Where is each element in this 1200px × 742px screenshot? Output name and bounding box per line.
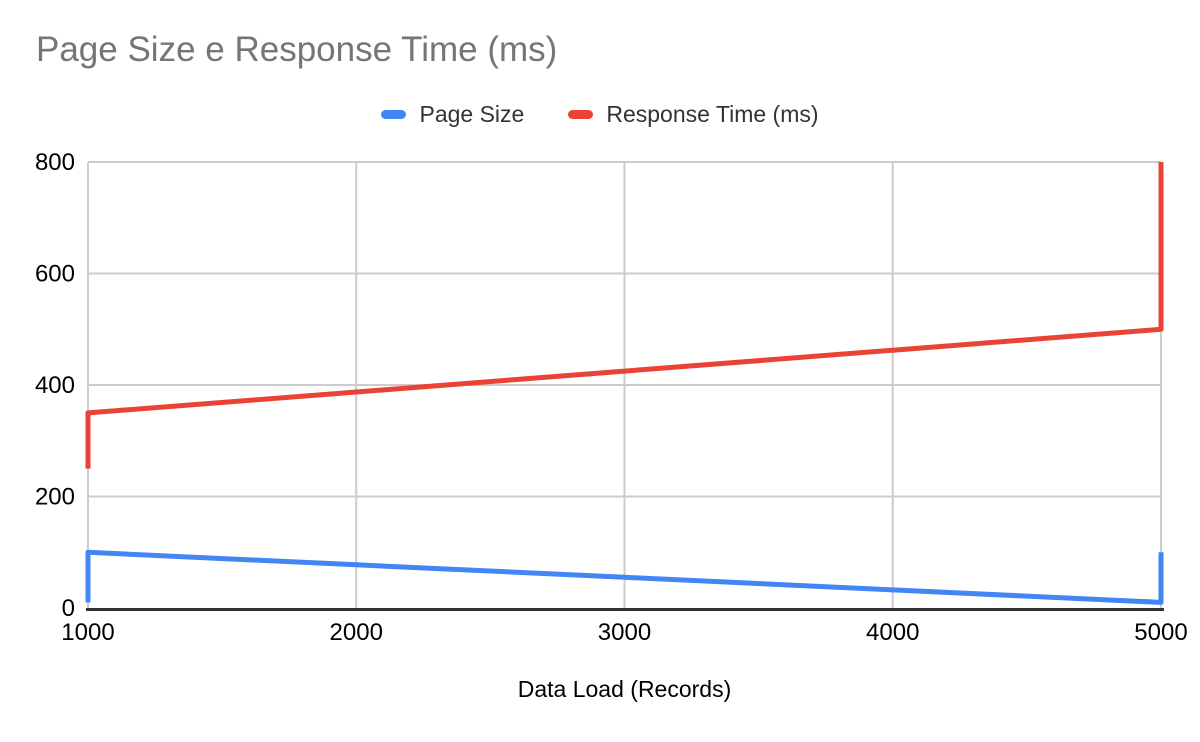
legend-label: Response Time (ms) [606, 101, 819, 127]
series-line-1 [85, 162, 1164, 469]
x-tick-label-1000: 1000 [61, 619, 114, 646]
x-tick-label-3000: 3000 [598, 619, 651, 646]
chart-title: Page Size e Response Time (ms) [36, 30, 558, 69]
y-tick-label-200: 200 [35, 484, 75, 511]
legend-label: Page Size [419, 101, 525, 127]
legend-item-page-size[interactable]: Page Size [381, 101, 524, 128]
x-tick-label-2000: 2000 [330, 619, 383, 646]
legend-item-response-time-ms[interactable]: Response Time (ms) [568, 101, 819, 128]
y-tick-label-0: 0 [62, 595, 75, 622]
x-tick-label-4000: 4000 [866, 619, 919, 646]
legend: Page Size Response Time (ms) [0, 101, 1200, 128]
y-tick-label-800: 800 [35, 149, 75, 176]
y-tick-label-400: 400 [35, 372, 75, 399]
x-tick-label-5000: 5000 [1134, 619, 1187, 646]
series-line-0 [85, 549, 1164, 605]
legend-swatch-icon [381, 110, 407, 119]
y-tick-label-600: 600 [35, 261, 75, 288]
x-axis-title: Data Load (Records) [517, 676, 732, 702]
legend-swatch-icon [568, 110, 594, 119]
